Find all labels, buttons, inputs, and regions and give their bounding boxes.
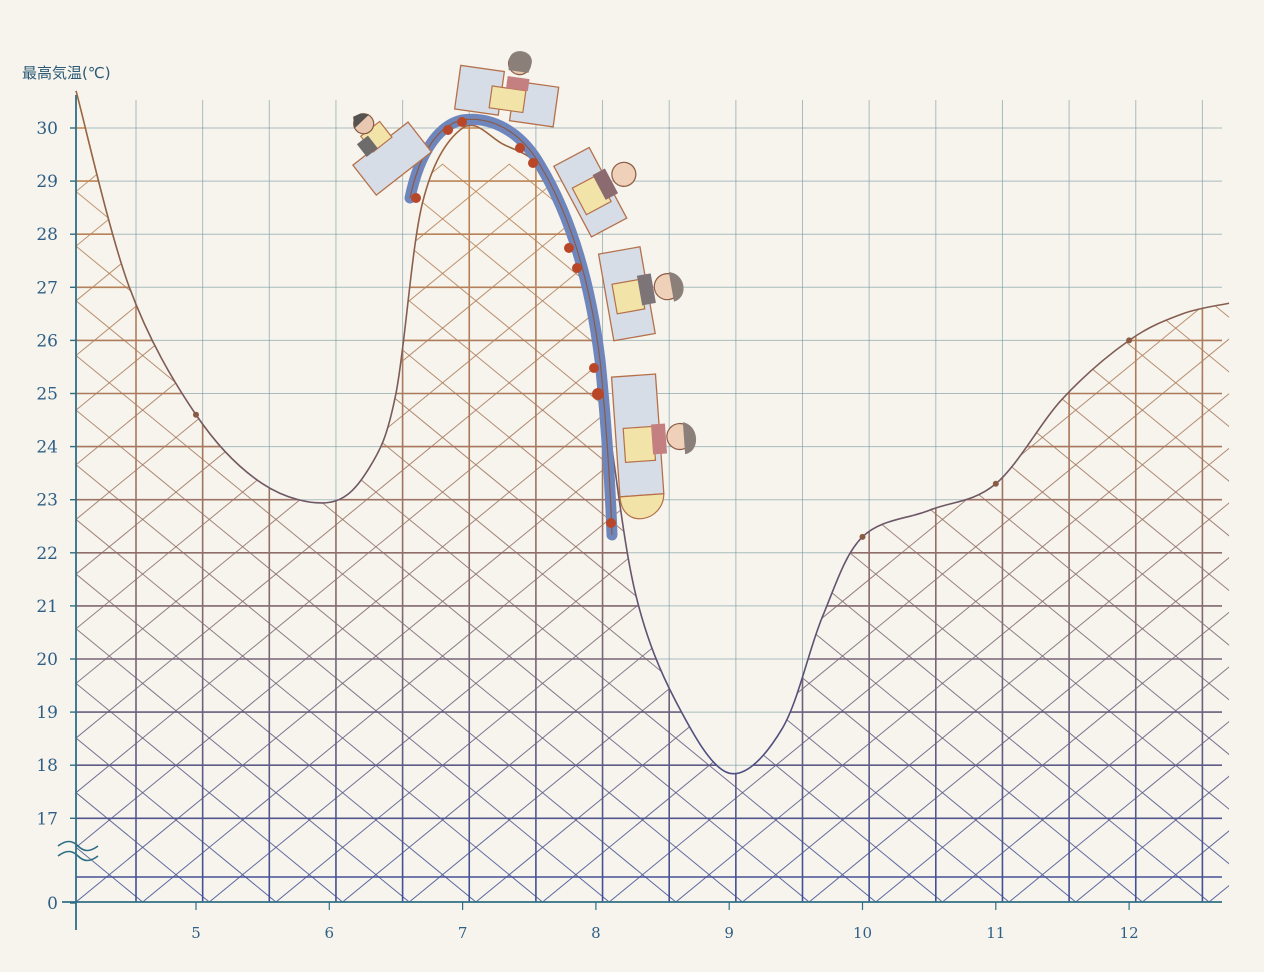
y-tick-label: 29 [36,172,58,192]
data-point-marker [1126,337,1133,344]
y-tick-label: 24 [36,438,58,458]
data-point-marker [193,411,199,418]
x-tick-label: 5 [191,924,201,942]
coaster-car-2 [453,51,560,128]
coaster-car-4 [597,246,684,342]
coaster-car-3 [552,146,637,238]
coaster-rivets [411,117,616,528]
y-tick-label: 30 [36,119,58,139]
x-tick-label: 8 [591,924,601,942]
x-tick-label: 7 [458,924,468,942]
y-tick-label: 19 [36,703,58,723]
chart-axes: 30 29 28 27 26 25 24 23 22 21 20 19 18 17 0 5 6 7 8 9 10 11 12 [36,95,1222,942]
y-tick-label: 0 [47,894,58,914]
x-tick-label: 6 [325,924,335,942]
y-tick-label: 17 [36,809,58,829]
y-tick-label: 26 [36,331,58,351]
coaster-car-1 [351,113,433,197]
x-tick-label: 9 [724,924,734,942]
series-markers [193,337,1133,540]
y-tick-label: 28 [36,225,58,245]
roller-coaster-illustration [351,51,697,541]
axis-break-icon [57,840,99,862]
y-tick-label: 22 [36,544,58,564]
x-tick-label: 12 [1120,924,1139,942]
y-axis-title: 最高気温(℃) [22,64,111,82]
y-tick-label: 23 [36,491,58,511]
y-tick-label: 18 [36,756,58,776]
x-tick-label: 10 [853,924,872,942]
y-tick-label: 20 [36,650,58,670]
x-tick-label: 11 [986,924,1005,942]
coaster-car-5 [610,373,697,520]
data-point-marker [859,533,866,540]
y-tick-label: 21 [36,597,58,617]
data-point-marker [992,480,999,487]
y-tick-label: 27 [36,278,58,298]
y-tick-label: 25 [36,385,58,405]
